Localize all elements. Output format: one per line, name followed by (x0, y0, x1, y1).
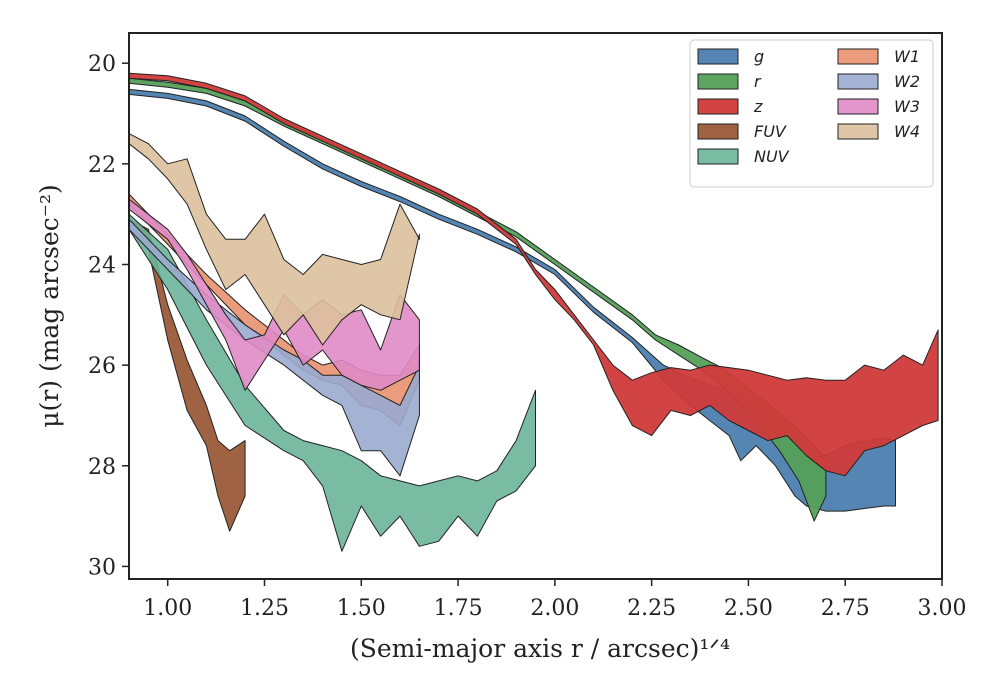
legend-swatch-r (697, 73, 739, 90)
legend-swatch-nuv (697, 148, 739, 165)
legend-label-w3: W3 (894, 97, 920, 116)
legend-label-g: g (754, 47, 764, 66)
legend-label-z: z (753, 97, 763, 116)
x-tick-label: 1.50 (337, 596, 386, 621)
y-tick-label: 28 (88, 455, 116, 480)
legend-label-nuv: NUV (754, 147, 790, 166)
x-tick-label: 3.00 (918, 596, 967, 621)
x-tick-label: 2.25 (627, 596, 676, 621)
legend-swatch-w1 (837, 48, 879, 65)
legend-swatch-w2 (837, 73, 879, 90)
legend-label-w4: W4 (894, 122, 920, 141)
x-tick-label: 2.75 (821, 596, 870, 621)
series-band-w4 (128, 133, 420, 346)
x-axis-ticks: 1.00 1.25 1.50 1.75 2.00 2.25 2.50 2.75 3.00 (143, 579, 966, 621)
series-band-nuv (128, 213, 536, 552)
legend: grz FUV NUV W1 W2 W3 W4 (689, 39, 934, 188)
series-band-w3 (128, 198, 420, 391)
y-tick-label: 22 (88, 153, 116, 178)
legend-label-fuv: FUV (754, 122, 787, 141)
legend-label-r: r (754, 72, 762, 91)
legend-swatch-w4 (837, 123, 879, 140)
legend-swatch-g (697, 48, 739, 65)
legend-label-w1: W1 (894, 47, 920, 66)
series-band-fuv (128, 218, 246, 532)
legend-swatch-w3 (837, 98, 879, 115)
x-tick-label: 1.75 (434, 596, 483, 621)
y-axis-label: μ(r) (mag arcsec⁻²) (35, 184, 64, 427)
x-tick-label: 1.00 (143, 596, 192, 621)
x-tick-label: 2.50 (724, 596, 773, 621)
y-tick-label: 24 (88, 253, 116, 278)
plot-frame (128, 32, 943, 580)
x-tick-label: 2.00 (530, 596, 579, 621)
legend-swatch-z (697, 98, 739, 115)
y-tick-label: 30 (88, 555, 116, 580)
y-axis-ticks: 20 22 24 26 28 30 (88, 52, 129, 580)
y-tick-label: 20 (88, 52, 116, 77)
legend-items: grz FUV NUV W1 W2 W3 W4 (697, 47, 920, 166)
x-tick-label: 1.25 (240, 596, 289, 621)
legend-swatch-fuv (697, 123, 739, 140)
y-tick-label: 26 (88, 354, 116, 379)
legend-label-w2: W2 (894, 72, 920, 91)
x-axis-label: (Semi-major axis r / arcsec)¹ᐟ⁴ (350, 634, 730, 663)
band-layer (128, 72, 939, 552)
series-band-z (128, 72, 939, 477)
